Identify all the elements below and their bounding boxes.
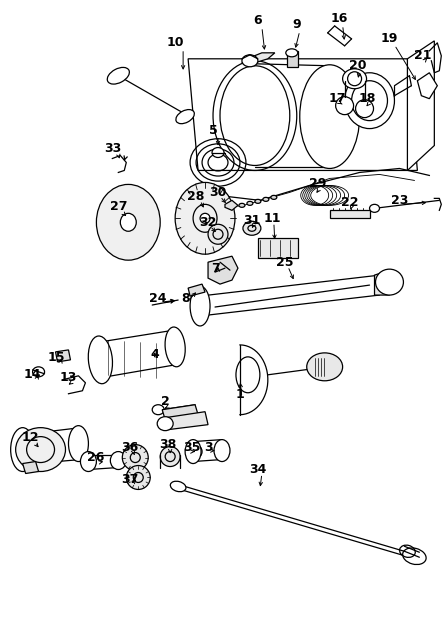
Text: 38: 38 <box>159 438 177 451</box>
Text: 28: 28 <box>187 190 205 203</box>
Ellipse shape <box>122 445 148 471</box>
Ellipse shape <box>88 336 113 384</box>
Ellipse shape <box>307 353 342 381</box>
Ellipse shape <box>263 197 269 202</box>
Text: 36: 36 <box>122 441 139 454</box>
Text: 32: 32 <box>199 216 217 229</box>
Text: 21: 21 <box>414 49 431 62</box>
Ellipse shape <box>247 202 253 205</box>
Text: 24: 24 <box>149 292 167 304</box>
Text: 5: 5 <box>209 124 218 137</box>
Text: 31: 31 <box>243 214 260 227</box>
Ellipse shape <box>200 214 210 223</box>
Text: 11: 11 <box>263 212 280 225</box>
Ellipse shape <box>107 67 129 84</box>
Text: 18: 18 <box>359 92 376 105</box>
Text: 22: 22 <box>341 196 358 209</box>
Ellipse shape <box>212 147 224 158</box>
Text: 23: 23 <box>391 194 408 207</box>
Polygon shape <box>330 210 369 219</box>
Text: 20: 20 <box>349 59 366 72</box>
Text: 15: 15 <box>48 352 65 364</box>
Text: 30: 30 <box>210 186 227 199</box>
Ellipse shape <box>188 445 202 459</box>
Text: 34: 34 <box>249 463 267 476</box>
Ellipse shape <box>160 447 180 467</box>
Text: 25: 25 <box>276 256 294 268</box>
Ellipse shape <box>11 428 35 471</box>
Polygon shape <box>258 238 298 258</box>
Ellipse shape <box>69 426 89 462</box>
Polygon shape <box>162 404 198 420</box>
Ellipse shape <box>81 452 97 471</box>
Text: 35: 35 <box>183 441 201 454</box>
Ellipse shape <box>126 466 150 490</box>
Ellipse shape <box>369 204 380 212</box>
Ellipse shape <box>336 96 354 115</box>
Ellipse shape <box>175 183 235 254</box>
Polygon shape <box>225 200 238 210</box>
Ellipse shape <box>120 214 136 231</box>
Polygon shape <box>408 41 434 171</box>
Text: 37: 37 <box>121 473 139 486</box>
Text: 27: 27 <box>109 200 127 213</box>
Text: 29: 29 <box>309 177 326 190</box>
Polygon shape <box>417 72 437 99</box>
Polygon shape <box>208 256 238 284</box>
Ellipse shape <box>342 69 366 89</box>
Text: 1: 1 <box>236 388 245 401</box>
Polygon shape <box>188 284 205 296</box>
Ellipse shape <box>157 416 173 431</box>
Polygon shape <box>287 51 298 67</box>
Text: 10: 10 <box>167 37 184 49</box>
Ellipse shape <box>110 452 126 469</box>
Text: 6: 6 <box>253 14 262 28</box>
Text: 3: 3 <box>204 441 212 454</box>
Text: 16: 16 <box>331 13 348 25</box>
Ellipse shape <box>243 221 261 235</box>
Ellipse shape <box>152 404 164 415</box>
Text: 13: 13 <box>60 371 77 384</box>
Polygon shape <box>188 59 417 171</box>
Ellipse shape <box>345 72 394 129</box>
Ellipse shape <box>286 49 298 57</box>
Ellipse shape <box>33 367 45 377</box>
Ellipse shape <box>255 199 261 203</box>
Polygon shape <box>165 411 208 430</box>
Ellipse shape <box>242 55 258 67</box>
Ellipse shape <box>185 440 201 464</box>
Text: 4: 4 <box>151 348 159 362</box>
Ellipse shape <box>356 100 373 118</box>
Text: 17: 17 <box>329 92 346 105</box>
Ellipse shape <box>376 269 404 295</box>
Ellipse shape <box>214 440 230 462</box>
Ellipse shape <box>208 224 228 244</box>
Text: 33: 33 <box>104 142 121 155</box>
Ellipse shape <box>176 110 194 123</box>
Polygon shape <box>23 462 39 474</box>
Polygon shape <box>374 270 389 295</box>
Ellipse shape <box>403 548 426 564</box>
Polygon shape <box>242 53 275 63</box>
Ellipse shape <box>300 65 360 168</box>
Ellipse shape <box>165 327 185 367</box>
Text: 12: 12 <box>22 431 39 444</box>
Text: 2: 2 <box>161 395 170 408</box>
Text: 7: 7 <box>210 261 219 275</box>
Text: 26: 26 <box>87 451 104 464</box>
Ellipse shape <box>239 203 245 207</box>
Polygon shape <box>55 350 70 362</box>
Text: 19: 19 <box>381 32 398 45</box>
Ellipse shape <box>16 428 66 471</box>
Ellipse shape <box>97 185 160 260</box>
Ellipse shape <box>190 286 210 326</box>
Ellipse shape <box>220 66 290 166</box>
Ellipse shape <box>271 195 277 199</box>
Ellipse shape <box>170 481 186 491</box>
Text: 8: 8 <box>181 292 190 304</box>
Text: 9: 9 <box>292 18 301 32</box>
Text: 14: 14 <box>24 369 41 381</box>
